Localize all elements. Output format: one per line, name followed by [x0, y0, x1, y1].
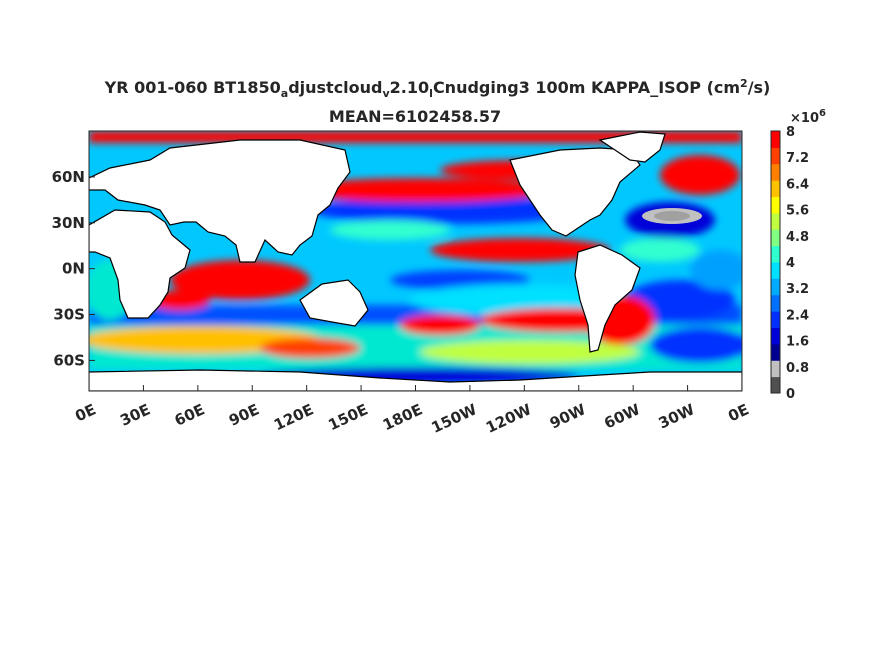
x-tick-label: 90W — [547, 400, 589, 432]
x-tick-label: 0E — [72, 400, 98, 425]
x-tick-label: 150E — [325, 400, 370, 434]
y-tick-label: 60S — [53, 351, 85, 369]
colorbar-segment — [771, 360, 780, 378]
x-tick-label: 60E — [172, 400, 208, 429]
x-tick-label: 60W — [601, 400, 643, 432]
colorbar-segment — [771, 196, 780, 214]
y-axis: 60N 30N 0N 30S 60S — [52, 168, 95, 369]
colorbar-segment — [771, 163, 780, 181]
y-tick-label: 30S — [53, 306, 85, 324]
y-tick-label: 30N — [52, 214, 85, 232]
colorbar-segment — [771, 376, 780, 394]
colorbar-segment — [771, 180, 780, 197]
colorbar-tick-label: 4 — [786, 256, 795, 271]
field-layer — [89, 131, 742, 391]
x-tick-label: 120E — [271, 400, 316, 434]
colorbar-segment — [771, 278, 780, 296]
colorbar-tick-label: 4.8 — [786, 230, 809, 245]
colorbar-segment — [771, 131, 780, 148]
colorbar-tick-label: 3.2 — [786, 282, 809, 297]
colorbar-segment — [771, 327, 780, 345]
x-tick-label: 0E — [725, 400, 751, 425]
colorbar: 8 7.2 6.4 5.6 4.8 4 3.2 2.4 1.6 0.8 0 — [770, 125, 809, 402]
colorbar-segment — [771, 311, 780, 328]
x-tick-label: 90E — [226, 400, 262, 429]
colorbar-tick-label: 7.2 — [786, 151, 809, 166]
y-tick-label: 60N — [52, 168, 85, 186]
x-axis: 0E 30E 60E 90E 120E 150E 180E 150W 120W 90W 60W 30W… — [72, 385, 752, 437]
x-tick-label: 30E — [117, 400, 153, 429]
colorbar-tick-label: 0 — [786, 387, 795, 402]
colorbar-tick-label: 2.4 — [786, 308, 809, 323]
colorbar-tick-label: 6.4 — [786, 177, 809, 192]
colorbar-tick-label: 8 — [786, 125, 795, 140]
colorbar-segment — [771, 147, 780, 165]
y-tick-label: 0N — [62, 260, 85, 278]
colorbar-tick-label: 5.6 — [786, 204, 809, 219]
colorbar-tick-label: 0.8 — [786, 361, 809, 376]
map-title: YR 001-060 BT1850adjustcloudv2.10lCnudgi… — [104, 77, 771, 100]
colorbar-segment — [771, 262, 780, 279]
colorbar-segment — [771, 343, 780, 361]
x-tick-label: 120W — [483, 400, 534, 437]
colorbar-frame — [770, 130, 781, 394]
colorbar-segment — [771, 212, 780, 230]
colorbar-segment — [771, 245, 780, 263]
colorbar-segment — [771, 294, 780, 312]
colorbar-multiplier: ×106 — [790, 108, 826, 126]
x-tick-label: 30W — [656, 400, 698, 432]
colorbar-tick-label: 1.6 — [786, 335, 809, 350]
map-mean-subtitle: MEAN=6102458.57 — [328, 107, 502, 126]
colorbar-segment — [771, 229, 780, 247]
x-tick-label: 180E — [380, 400, 425, 434]
x-tick-label: 150W — [429, 400, 480, 437]
